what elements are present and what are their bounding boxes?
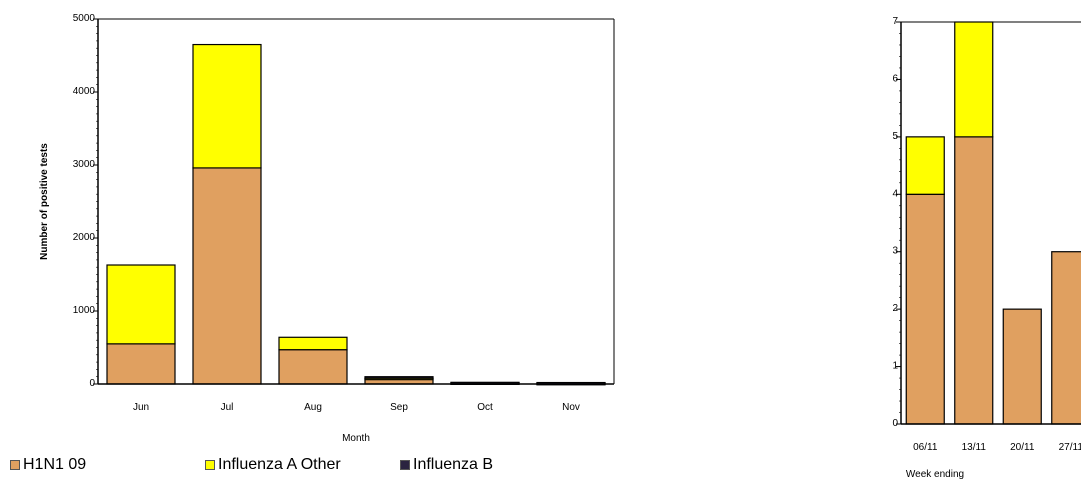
y-tick-label-2: 2 (892, 303, 898, 314)
y-axis-label-1: Number of positive tests (39, 143, 50, 260)
y-tick-label-2: 3 (892, 246, 898, 257)
y-tick-label-2: 6 (892, 73, 898, 84)
x-tick-label-2: 13/11 (962, 442, 987, 453)
legend-label-influenza-b: Influenza B (413, 456, 494, 473)
bar-1-h1n1-09-Aug (278, 349, 348, 385)
legend-item-influenza-a-other: Influenza A Other (205, 456, 341, 474)
bar-2-h1n1-09-13-11 (954, 136, 994, 425)
x-tick-label-1: Oct (477, 402, 493, 413)
bar-1-influenza-a-other-Jul (192, 43, 262, 169)
y-tick-label-2: 1 (892, 361, 898, 372)
x-tick-label-1: Jun (133, 402, 149, 413)
x-tick-label-2: 20/11 (1010, 442, 1035, 453)
legend-label-h1n1: H1N1 09 (23, 456, 87, 473)
legend-swatch-influenza-b (400, 460, 410, 470)
x-tick-label-1: Jul (221, 402, 234, 413)
y-tick-label-1: 5000 (73, 13, 96, 24)
bar-2-h1n1-09-06-11 (905, 193, 945, 425)
y-tick-label-1: 1000 (73, 305, 96, 316)
legend-item-influenza-b: Influenza B (400, 456, 493, 474)
y-tick-label-2: 0 (892, 418, 898, 429)
bar-2-h1n1-09-20-11 (1002, 308, 1042, 425)
y-tick-label-1: 0 (89, 378, 95, 389)
y-tick-label-1: 2000 (73, 232, 96, 243)
y-tick-label-2: 7 (892, 16, 898, 27)
x-axis-label-1: Month (342, 433, 370, 444)
bar-1-h1n1-09-Jul (192, 167, 262, 385)
bar-2-h1n1-09-27-11 (1051, 251, 1081, 425)
bar-1-influenza-b-Sep (364, 376, 434, 379)
y-tick-label-1: 4000 (73, 86, 96, 97)
bar-1-influenza-a-other-Jun (106, 264, 176, 345)
x-tick-label-1: Sep (390, 402, 408, 413)
x-tick-label-2: 06/11 (913, 442, 938, 453)
legend-label-influenza-a-other: Influenza A Other (218, 456, 341, 473)
x-tick-label-2: 27/11 (1059, 442, 1081, 453)
y-tick-label-1: 3000 (73, 159, 96, 170)
bar-1-influenza-a-other-Aug (278, 336, 348, 351)
y-tick-label-2: 4 (892, 188, 898, 199)
bar-2-influenza-a-other-06-11 (905, 136, 945, 195)
legend: H1N1 09 Influenza A Other Influenza B (0, 456, 700, 480)
y-tick-label-2: 5 (892, 131, 898, 142)
x-tick-label-1: Aug (304, 402, 322, 413)
x-tick-label-1: Nov (562, 402, 580, 413)
legend-swatch-h1n1 (10, 460, 20, 470)
bar-1-h1n1-09-Jun (106, 343, 176, 385)
bar-2-influenza-a-other-13-11 (954, 21, 994, 138)
legend-swatch-influenza-a-other (205, 460, 215, 470)
legend-item-h1n1: H1N1 09 (10, 456, 86, 474)
x-axis-label-2: Week ending (906, 469, 964, 480)
